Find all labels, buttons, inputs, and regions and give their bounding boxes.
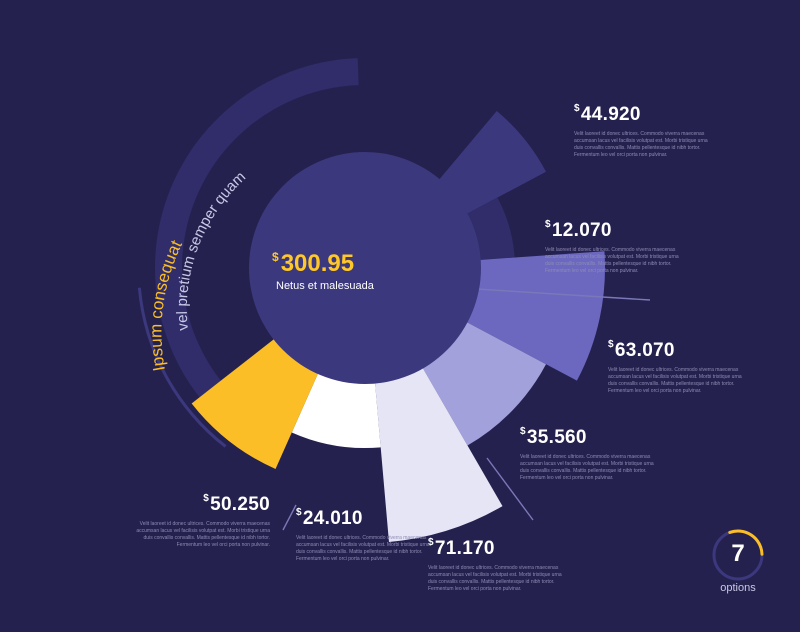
segment-6 [291, 366, 381, 448]
segment-amount-2: 12.070 [551, 220, 612, 241]
outer-ring-arc [154, 58, 359, 454]
segment-label-2: $12.070 Velit laoreet id donec ultrices.… [545, 219, 685, 275]
segment-description-3: Velit laoreet id donec ultrices. Commodo… [608, 367, 742, 394]
segment-label-5: $71.170 Velit laoreet id donec ultrices.… [428, 537, 568, 593]
segment-description-6: Velit laoreet id donec ultrices. Commodo… [296, 535, 430, 562]
segment-1 [434, 110, 547, 218]
segment-description-4: Velit laoreet id donec ultrices. Commodo… [520, 454, 654, 481]
background-arcs [137, 58, 359, 454]
segment-label-3: $63.070 Velit laoreet id donec ultrices.… [608, 339, 748, 395]
segment-currency-2: $ [545, 219, 551, 230]
segment-amount-5: 71.170 [434, 538, 495, 559]
segment-value-5: $71.170 [428, 537, 568, 560]
segment-description-7: Velit laoreet id donec ultrices. Commodo… [136, 521, 270, 548]
segment-7 [191, 334, 322, 469]
segment-currency-6: $ [296, 507, 302, 518]
leader-lines [282, 286, 651, 531]
leader-line-2 [486, 457, 534, 521]
center-currency: $ [272, 250, 279, 264]
segment-5 [374, 361, 503, 542]
segment-amount-6: 24.010 [302, 508, 363, 529]
segment-value-3: $63.070 [608, 339, 748, 362]
segment-currency-3: $ [608, 339, 614, 350]
segment-amount-7: 50.250 [210, 494, 270, 515]
segment-label-4: $35.560 Velit laoreet id donec ultrices.… [520, 426, 660, 482]
segment-amount-3: 63.070 [614, 340, 675, 361]
segment-value-7: $50.250 [120, 493, 270, 516]
segment-currency-7: $ [203, 493, 210, 504]
center-amount: 300.95 [280, 250, 355, 277]
segment-label-1: $44.920 Velit laoreet id donec ultrices.… [574, 103, 714, 159]
segment-currency-5: $ [428, 537, 434, 548]
segment-3 [460, 251, 605, 381]
segment-description-2: Velit laoreet id donec ultrices. Commodo… [545, 247, 679, 274]
segment-4 [419, 318, 547, 446]
segment-description-5: Velit laoreet id donec ultrices. Commodo… [428, 565, 562, 592]
segment-label-6: $24.010 Velit laoreet id donec ultrices.… [296, 507, 436, 563]
options-badge-progress [728, 529, 764, 556]
segment-currency-4: $ [520, 426, 526, 437]
segment-currency-1: $ [574, 103, 580, 114]
segment-value-1: $44.920 [574, 103, 714, 126]
center-total-value: $300.95 [272, 250, 354, 278]
segment-value-6: $24.010 [296, 507, 436, 530]
center-subtitle: Netus et malesuada [276, 280, 374, 292]
center-circle [249, 152, 481, 384]
segment-amount-1: 44.920 [580, 104, 641, 125]
leader-line-1 [444, 286, 651, 301]
segment-amount-4: 35.560 [526, 427, 587, 448]
options-count: 7 [731, 540, 745, 567]
segment-value-2: $12.070 [545, 219, 685, 242]
segment-value-4: $35.560 [520, 426, 660, 449]
segment-description-1: Velit laoreet id donec ultrices. Commodo… [574, 131, 708, 158]
segment-label-7: $50.250 Velit laoreet id donec ultrices.… [120, 493, 270, 549]
leader-line-3 [282, 504, 297, 531]
chart-segments [191, 110, 605, 542]
options-label: options [720, 582, 756, 594]
